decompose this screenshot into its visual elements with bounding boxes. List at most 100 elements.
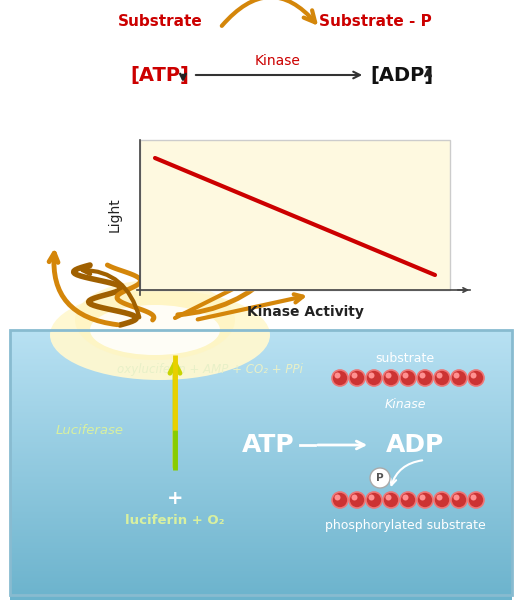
Bar	[10, 402, 512, 403]
Bar	[10, 535, 512, 536]
Bar	[10, 505, 512, 506]
Bar	[10, 449, 512, 451]
Text: luciferin + O₂: luciferin + O₂	[125, 514, 225, 527]
Bar	[10, 488, 512, 490]
Bar	[10, 567, 512, 569]
Bar	[10, 412, 512, 413]
Text: Light: Light	[108, 197, 122, 232]
Bar	[10, 400, 512, 401]
Circle shape	[400, 492, 416, 508]
Bar	[10, 572, 512, 574]
Bar	[0, 0, 522, 330]
Bar	[10, 375, 512, 377]
Bar	[10, 371, 512, 373]
Bar	[10, 396, 512, 397]
Circle shape	[366, 492, 382, 508]
Bar	[10, 483, 512, 485]
Text: [ADP]: [ADP]	[370, 65, 433, 85]
Bar	[10, 580, 512, 581]
Bar	[10, 549, 512, 551]
Bar	[10, 403, 512, 404]
Bar	[10, 453, 512, 455]
Bar	[10, 581, 512, 583]
Circle shape	[470, 494, 477, 500]
Bar	[10, 378, 512, 379]
Bar	[10, 467, 512, 469]
Bar	[10, 582, 512, 583]
Bar	[10, 575, 512, 577]
Bar	[10, 524, 512, 526]
Bar	[10, 355, 512, 356]
Bar	[10, 545, 512, 547]
Circle shape	[470, 373, 477, 379]
Bar	[10, 503, 512, 505]
Bar	[10, 377, 512, 379]
Bar	[10, 440, 512, 442]
Bar	[10, 552, 512, 553]
Bar	[10, 584, 512, 586]
Bar	[10, 559, 512, 560]
Bar	[10, 538, 512, 539]
Bar	[10, 391, 512, 392]
Bar	[10, 401, 512, 403]
Bar	[10, 495, 512, 497]
Bar	[10, 347, 512, 349]
Bar	[10, 432, 512, 433]
Bar	[10, 519, 512, 520]
Bar	[10, 410, 512, 412]
Bar	[10, 424, 512, 425]
Bar	[10, 525, 512, 527]
Bar	[10, 466, 512, 467]
Bar	[10, 517, 512, 518]
Bar	[10, 334, 512, 335]
Bar	[10, 458, 512, 460]
Bar	[10, 425, 512, 427]
Bar	[10, 491, 512, 493]
Bar	[10, 388, 512, 389]
Bar	[10, 341, 512, 343]
Bar	[10, 497, 512, 499]
Bar	[10, 390, 512, 391]
Circle shape	[402, 494, 409, 500]
Text: Substrate: Substrate	[117, 14, 203, 29]
Bar	[10, 529, 512, 530]
Bar	[10, 591, 512, 593]
Bar	[10, 593, 512, 595]
Bar	[10, 459, 512, 461]
Bar	[10, 474, 512, 475]
Bar	[10, 527, 512, 529]
Bar	[10, 475, 512, 476]
Bar	[10, 521, 512, 523]
Bar	[10, 476, 512, 478]
Text: Kinase Activity: Kinase Activity	[246, 305, 363, 319]
Bar	[10, 516, 512, 517]
Text: Luciferase: Luciferase	[56, 424, 124, 437]
Circle shape	[454, 373, 459, 379]
Bar	[10, 452, 512, 454]
Circle shape	[386, 494, 392, 500]
Bar	[10, 570, 512, 571]
Bar	[10, 350, 512, 352]
Bar	[10, 394, 512, 395]
Bar	[10, 542, 512, 544]
Bar	[10, 383, 512, 385]
Bar	[10, 539, 512, 541]
Bar	[10, 477, 512, 479]
Bar	[10, 543, 512, 545]
Bar	[10, 561, 512, 563]
Bar	[10, 359, 512, 361]
Bar	[10, 444, 512, 445]
Circle shape	[366, 370, 382, 386]
Bar	[10, 349, 512, 350]
Bar	[10, 554, 512, 556]
Text: oxyluciferin + AMP + CO₂ + PPi: oxyluciferin + AMP + CO₂ + PPi	[117, 364, 303, 377]
Bar	[10, 336, 512, 337]
Bar	[10, 456, 512, 457]
Bar	[10, 421, 512, 422]
Bar	[10, 493, 512, 494]
Circle shape	[332, 370, 348, 386]
Bar	[10, 564, 512, 565]
Ellipse shape	[90, 305, 220, 355]
Circle shape	[451, 370, 467, 386]
Bar	[10, 478, 512, 479]
